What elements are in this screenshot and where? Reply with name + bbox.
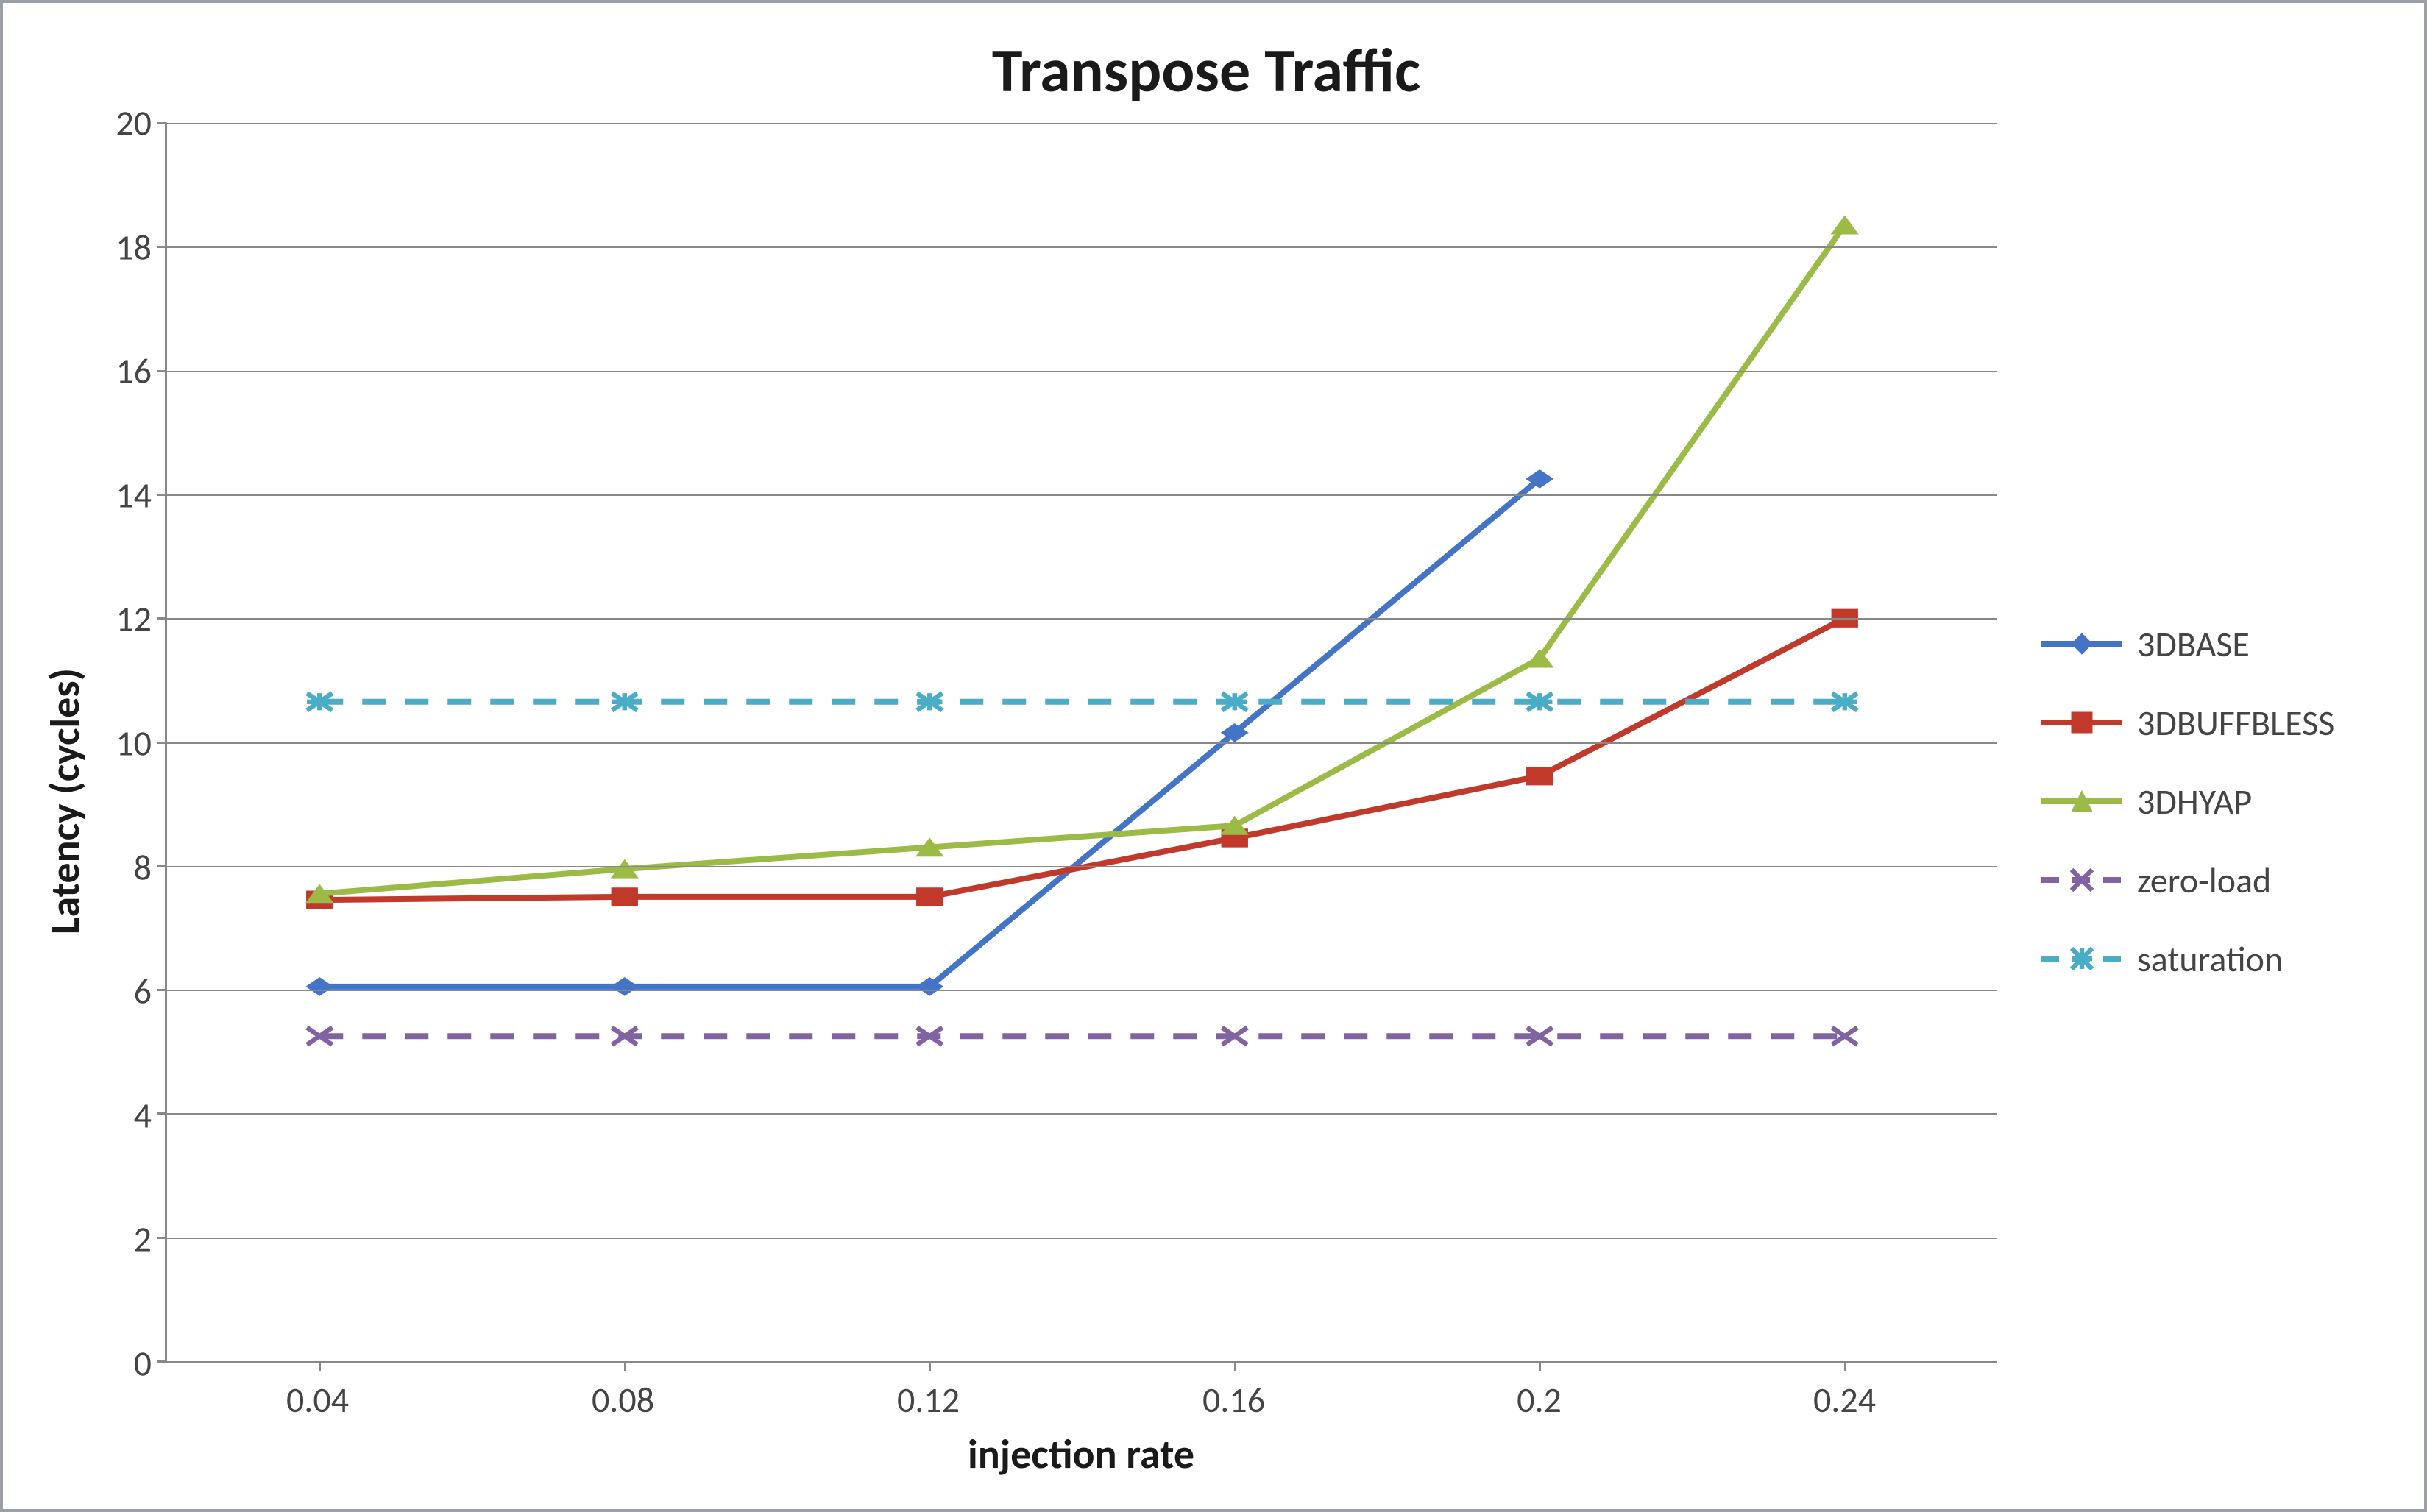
y-tick-mark	[157, 742, 167, 744]
legend-item: 3DBUFFBLESS	[2041, 701, 2380, 745]
y-axis-label-wrap: Latency (cycles)	[32, 123, 99, 1480]
plot-column: 02468101214161820 0.040.080.120.160.20.2…	[99, 123, 1997, 1480]
legend-item: 3DHYAP	[2041, 780, 2380, 823]
y-tick-mark	[157, 122, 167, 124]
legend-item: 3DBASE	[2041, 622, 2380, 666]
y-tick-mark	[157, 370, 167, 372]
x-tick-label: 0.12	[897, 1378, 960, 1422]
legend-label: 3DBASE	[2137, 622, 2250, 666]
gridline	[167, 371, 1997, 372]
gridline	[167, 123, 1997, 124]
y-tick-label: 14	[116, 473, 152, 517]
y-tick-label: 0	[134, 1342, 152, 1385]
y-tick-label: 10	[116, 722, 152, 765]
gridline	[167, 990, 1997, 991]
chart-body: Latency (cycles) 02468101214161820 0.040…	[32, 123, 2380, 1480]
y-tick-mark	[157, 865, 167, 867]
gridline	[167, 1113, 1997, 1115]
legend-swatch	[2041, 944, 2122, 973]
y-tick-mark	[157, 1237, 167, 1239]
gridline	[167, 494, 1997, 496]
legend-item: zero-load	[2041, 859, 2380, 902]
legend-swatch	[2041, 708, 2122, 737]
x-tick-label: 0.24	[1813, 1378, 1876, 1422]
legend-label: 3DBUFFBLESS	[2137, 701, 2334, 745]
y-axis-label: Latency (cycles)	[40, 668, 91, 934]
y-tick-label: 16	[116, 349, 152, 393]
y-tick-label: 2	[134, 1218, 152, 1261]
y-ticks: 02468101214161820	[99, 123, 165, 1363]
legend-swatch	[2041, 629, 2122, 659]
x-tick-label: 0.16	[1202, 1378, 1265, 1422]
y-tick-label: 20	[116, 102, 152, 145]
chart-frame: Transpose Traffic Latency (cycles) 0 2 4 6 8…	[0, 0, 2427, 1512]
gridline	[167, 618, 1997, 620]
plot-area	[165, 123, 1997, 1363]
gridline	[167, 866, 1997, 867]
legend-swatch	[2041, 865, 2122, 895]
plot-and-yticks: 02468101214161820	[99, 123, 1997, 1363]
x-tick-label: 0.04	[286, 1378, 349, 1422]
y-tick-mark	[157, 246, 167, 248]
x-tick-label: 0.2	[1517, 1378, 1562, 1422]
gridline	[167, 742, 1997, 744]
gridline	[167, 246, 1997, 248]
legend-swatch	[2041, 787, 2122, 816]
legend-label: 3DHYAP	[2137, 780, 2252, 823]
y-tick-label: 4	[134, 1093, 152, 1137]
y-tick-mark	[157, 989, 167, 991]
gridline	[167, 1238, 1997, 1239]
y-tick-mark	[157, 494, 167, 496]
y-tick-mark	[157, 1360, 167, 1363]
legend-item: saturation	[2041, 937, 2380, 981]
x-tick-label: 0.08	[592, 1378, 654, 1422]
x-axis-label: injection rate	[165, 1430, 1997, 1480]
legend-label: saturation	[2137, 937, 2283, 981]
legend: 3DBASE 3DBUFFBLESS 3DHYAP zero-load saturati…	[1997, 123, 2380, 1480]
legend-label: zero-load	[2137, 859, 2271, 902]
chart-title: Transpose Traffic	[32, 32, 2380, 108]
y-tick-label: 6	[134, 970, 152, 1013]
y-tick-label: 8	[134, 845, 152, 889]
y-tick-mark	[157, 617, 167, 620]
y-tick-mark	[157, 1112, 167, 1115]
y-tick-label: 12	[116, 597, 152, 641]
x-ticks: 0.04 0.08 0.12 0.16 0.2 0.24	[165, 1363, 1997, 1422]
y-tick-label: 18	[116, 225, 152, 269]
